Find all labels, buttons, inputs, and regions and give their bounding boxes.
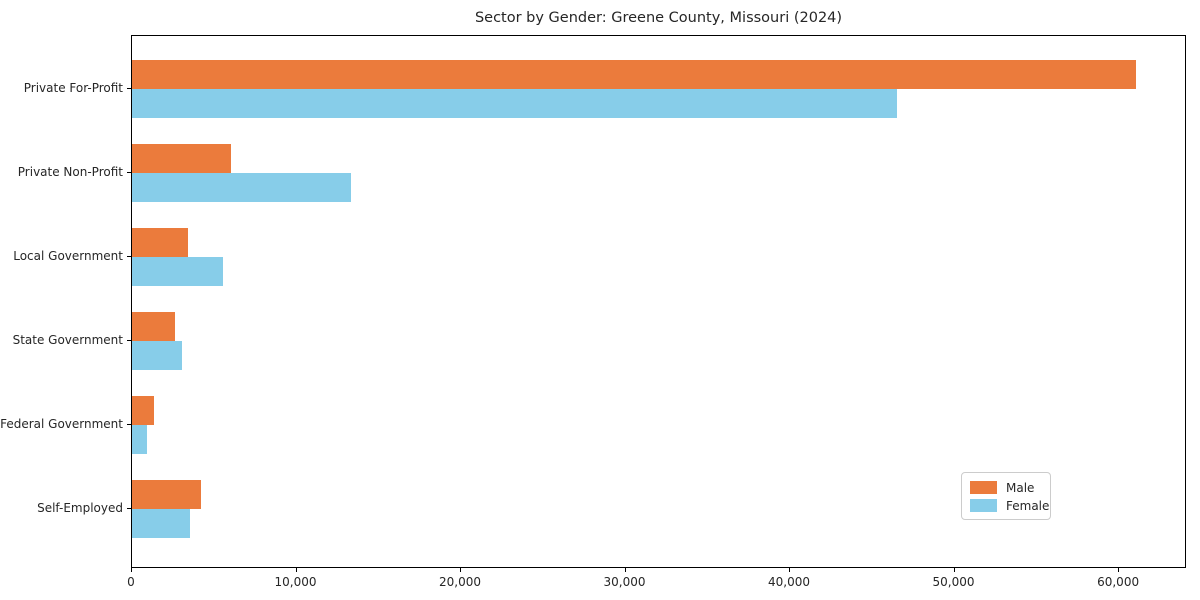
chart-title: Sector by Gender: Greene County, Missour…	[474, 10, 843, 26]
y-tick-mark	[127, 424, 131, 425]
x-tick-label: 40,000	[768, 575, 810, 589]
x-tick-mark	[1118, 568, 1120, 572]
bar-male-state-government	[132, 312, 175, 341]
legend-label-female: Female	[1006, 498, 1050, 513]
bar-female-private-non-profit	[132, 173, 351, 202]
x-tick-mark	[953, 568, 955, 572]
y-axis-label-private-for-profit: Private For-Profit	[23, 81, 123, 95]
x-tick-mark	[460, 568, 461, 572]
bar-female-state-government	[132, 341, 183, 370]
x-tick-label: 0	[127, 575, 135, 589]
bar-male-local-government	[132, 228, 188, 257]
x-tick-label: 30,000	[603, 575, 646, 589]
x-tick-label: 50,000	[932, 575, 975, 589]
bar-female-local-government	[132, 257, 223, 286]
bar-female-self-employed	[132, 509, 191, 538]
y-axis-label-local-government: Local Government	[13, 249, 123, 263]
bar-male-private-for-profit	[132, 60, 1136, 89]
y-tick-mark	[127, 88, 131, 89]
x-tick-mark	[789, 568, 790, 572]
y-axis-label-private-non-profit: Private Non-Profit	[17, 165, 123, 179]
legend-swatch-male	[970, 481, 997, 494]
y-axis-label-federal-government: Federal Government	[0, 417, 123, 431]
y-tick-mark	[127, 256, 131, 257]
x-tick-label: 60,000	[1097, 575, 1140, 589]
bar-female-federal-government	[132, 425, 147, 454]
plot-area	[131, 35, 1186, 568]
legend-entry-female: Female	[970, 498, 1049, 513]
bar-male-federal-government	[132, 396, 155, 425]
y-axis-label-state-government: State Government	[12, 333, 123, 347]
x-tick-mark	[624, 568, 626, 572]
y-tick-mark	[127, 340, 131, 341]
y-axis-label-self-employed: Self-Employed	[37, 501, 123, 515]
y-tick-mark	[127, 172, 131, 173]
x-tick-mark	[131, 568, 132, 572]
legend-swatch-female	[970, 499, 997, 512]
bar-male-self-employed	[132, 480, 202, 509]
x-tick-mark	[295, 568, 297, 572]
legend-label-male: Male	[1006, 480, 1035, 495]
legend: Male Female	[961, 472, 1051, 520]
y-tick-mark	[127, 508, 131, 509]
x-tick-label: 10,000	[274, 575, 317, 589]
legend-entry-male: Male	[970, 480, 1042, 495]
bar-female-private-for-profit	[132, 89, 897, 118]
bar-male-private-non-profit	[132, 144, 231, 173]
x-tick-label: 20,000	[439, 575, 481, 589]
